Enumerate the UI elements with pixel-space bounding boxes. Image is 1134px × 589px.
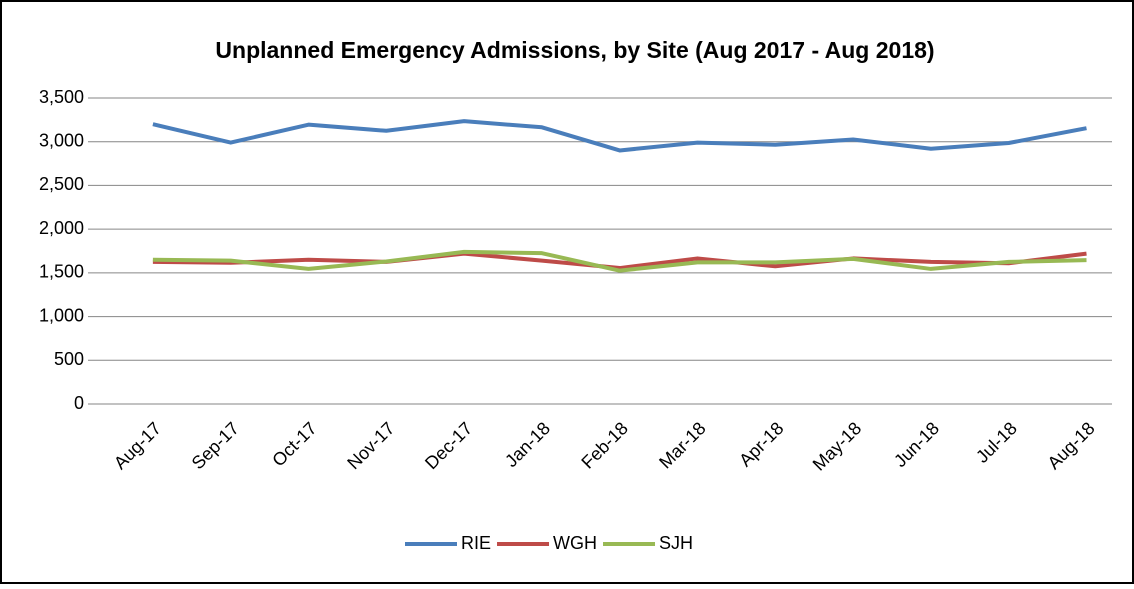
legend-label: WGH (553, 533, 597, 553)
y-tick-label: 2,500 (39, 174, 84, 194)
legend-label: RIE (461, 533, 491, 553)
y-tick-label: 2,000 (39, 218, 84, 238)
y-tick-label: 1,000 (39, 305, 84, 325)
y-tick-label: 3,500 (39, 87, 84, 107)
line-series (152, 251, 1087, 271)
y-tick-label: 3,000 (39, 130, 84, 150)
y-tick-label: 1,500 (39, 262, 84, 282)
y-tick-label: 0 (74, 393, 84, 413)
y-tick-label: 500 (54, 349, 84, 369)
line-series (152, 249, 1087, 273)
legend-label: SJH (659, 533, 693, 553)
chart-title: Unplanned Emergency Admissions, by Site … (215, 37, 934, 63)
line-series (152, 119, 1087, 153)
